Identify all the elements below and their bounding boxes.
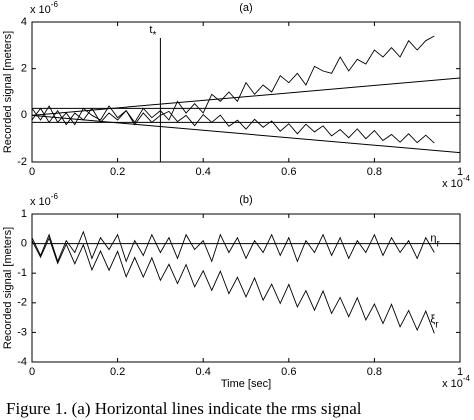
- signal-line: [32, 230, 435, 263]
- series-name: ξ: [430, 313, 435, 325]
- exponent-base: x 10: [442, 378, 463, 390]
- y-tick-label: 1: [21, 208, 27, 220]
- exponent-power: -4: [463, 374, 471, 383]
- exponent-power: -4: [463, 174, 471, 183]
- y-tick-label: -1: [17, 267, 27, 279]
- plot-area: [32, 214, 460, 362]
- y-tick-label: 0: [21, 238, 27, 250]
- y-tick-label: -2: [17, 156, 27, 168]
- y-axis-label: Recorded signal [meters]: [2, 227, 14, 349]
- y-tick-label: 0: [21, 109, 27, 121]
- y-tick-label: 4: [21, 16, 27, 28]
- signal-line: [32, 107, 435, 144]
- chart-title: (b): [239, 194, 252, 206]
- x-tick-label: 0.2: [110, 166, 125, 178]
- x-tick-label: 1: [457, 166, 463, 178]
- y-tick-label: 2: [21, 63, 27, 75]
- x-tick-label: 0: [29, 366, 35, 378]
- exponent-base: x 10: [30, 4, 51, 16]
- x-tick-label: 0.4: [196, 366, 211, 378]
- marker-name: t: [149, 24, 152, 36]
- series-subscript: r: [435, 319, 439, 330]
- y-tick-label: -4: [17, 356, 27, 368]
- caption: Figure 1. (a) Horizontal lines indicate …: [6, 399, 362, 418]
- x-tick-label: 0.6: [281, 366, 296, 378]
- marker-subscript: *: [152, 30, 156, 41]
- axes-frame: [31, 213, 461, 363]
- exponent-base: x 10: [30, 196, 51, 208]
- x-tick-label: 0.2: [110, 366, 125, 378]
- exponent-base: x 10: [442, 178, 463, 190]
- x-tick-label: 0.8: [367, 366, 382, 378]
- series-label: ξr: [430, 313, 439, 330]
- y-exponent: x 10-6: [30, 0, 58, 16]
- plot-content: [32, 230, 460, 334]
- x-exponent: x 10-4: [442, 374, 470, 390]
- y-tick-label: -3: [17, 326, 27, 338]
- reference-line: [32, 114, 460, 154]
- signal-line: [32, 236, 435, 334]
- exponent-power: -6: [51, 0, 59, 9]
- chart-title: (a): [239, 2, 252, 14]
- x-axis-label: Time [sec]: [221, 378, 271, 390]
- x-tick-label: 1: [457, 366, 463, 378]
- series-name: η: [430, 232, 436, 244]
- axes-frame: [31, 21, 461, 163]
- marker-label: t*: [149, 24, 156, 41]
- x-tick-label: 0.4: [196, 166, 211, 178]
- series-label: ηr: [430, 232, 440, 249]
- plot-content: [32, 35, 460, 154]
- plot-area: [32, 22, 460, 162]
- x-tick-label: 0.6: [281, 166, 296, 178]
- y-exponent: x 10-6: [30, 192, 58, 208]
- exponent-power: -6: [51, 192, 59, 201]
- x-tick-label: 0: [29, 166, 35, 178]
- series-subscript: r: [436, 238, 440, 249]
- reference-line: [32, 77, 460, 116]
- x-exponent: x 10-4: [442, 174, 470, 190]
- y-axis-label: Recorded signal [meters]: [2, 31, 14, 153]
- x-tick-label: 0.8: [367, 166, 382, 178]
- y-tick-label: -2: [17, 297, 27, 309]
